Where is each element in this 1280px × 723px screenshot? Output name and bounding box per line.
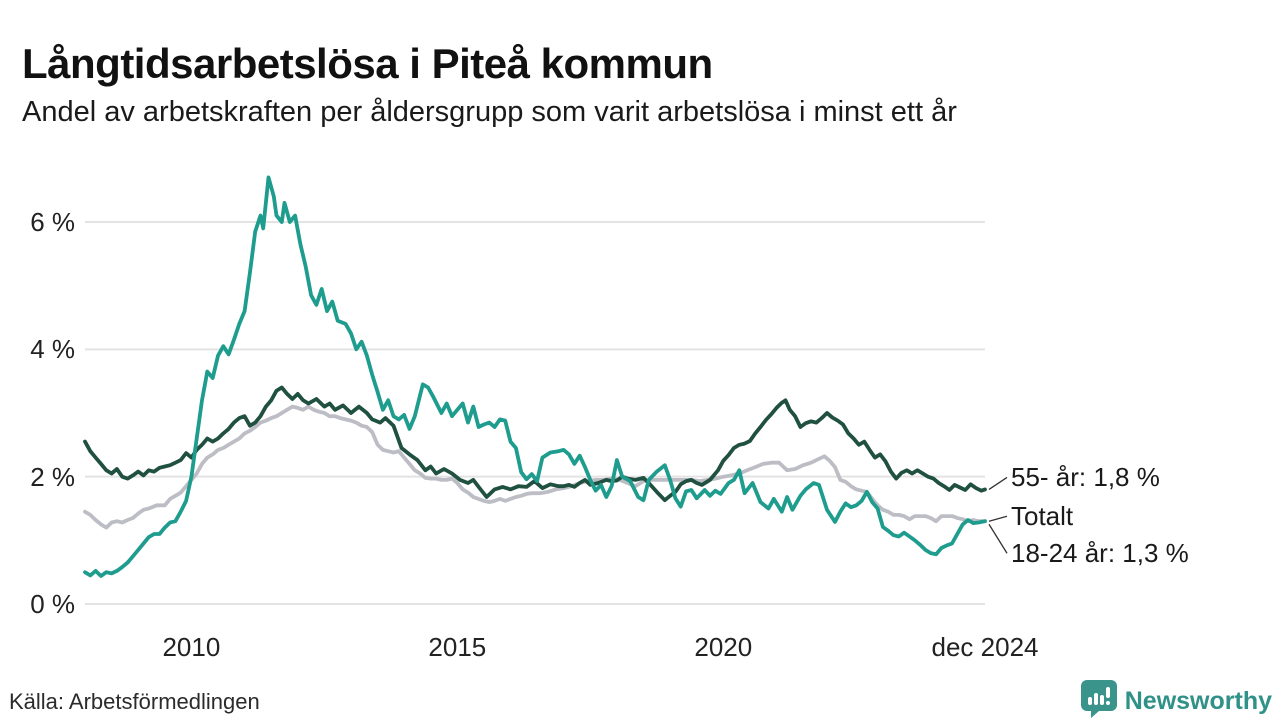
source-note: Källa: Arbetsförmedlingen [9, 689, 260, 714]
series-end-label-55- år: 55- år: 1,8 % [1011, 462, 1160, 493]
series-line-55- år [83, 385, 987, 503]
y-tick-label-2: 2 % [30, 461, 75, 492]
y-tick-label-6: 6 % [30, 207, 75, 237]
x-tick-label-dec-2024: dec 2024 [931, 632, 1039, 662]
newsworthy-speech-bubble-bar-chart-icon [1080, 680, 1117, 723]
y-tick-label-0: 0 % [30, 589, 75, 619]
chart-subtitle: Andel av arbetskraften per åldersgrupp s… [22, 96, 957, 128]
newsworthy-logo: Newsworthy [1080, 680, 1272, 723]
series-end-label-Totalt: Totalt [1011, 501, 1074, 532]
series-end-label-18-24 år: 18-24 år: 1,3 % [1011, 538, 1189, 569]
annotation-connector-18-24 år [988, 523, 1008, 554]
newsworthy-wordmark: Newsworthy [1124, 687, 1272, 715]
x-tick-label-2010: 2010 [162, 632, 221, 662]
annotation-connector-55- år [988, 476, 1008, 490]
x-tick-label-2015: 2015 [428, 632, 487, 662]
y-tick-label-4: 4 % [30, 334, 75, 365]
annotation-connector-Totalt [988, 515, 1008, 522]
series-line-18-24 år [83, 175, 987, 578]
series-line-Totalt [83, 404, 987, 530]
chart-title: Långtidsarbetslösa i Piteå kommun [22, 40, 713, 88]
x-tick-label-2020: 2020 [694, 632, 753, 662]
